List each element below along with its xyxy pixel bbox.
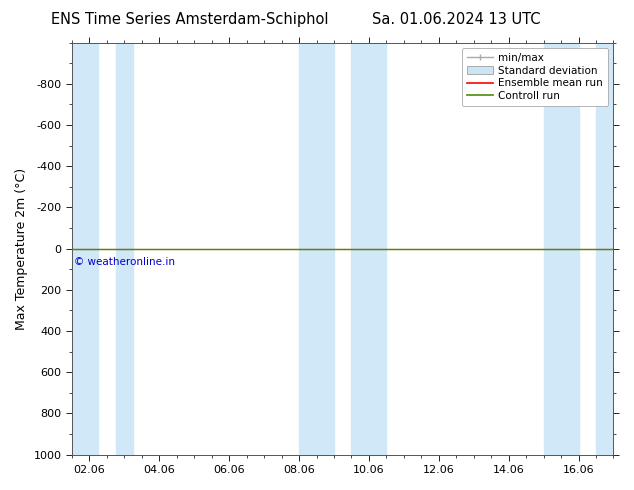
- Bar: [596, 43, 614, 455]
- Y-axis label: Max Temperature 2m (°C): Max Temperature 2m (°C): [15, 168, 28, 330]
- Text: Sa. 01.06.2024 13 UTC: Sa. 01.06.2024 13 UTC: [372, 12, 541, 27]
- Bar: [299, 43, 334, 455]
- Text: © weatheronline.in: © weatheronline.in: [74, 257, 175, 267]
- Bar: [115, 43, 133, 455]
- Bar: [543, 43, 578, 455]
- Text: ENS Time Series Amsterdam-Schiphol: ENS Time Series Amsterdam-Schiphol: [51, 12, 329, 27]
- Bar: [72, 43, 98, 455]
- Legend: min/max, Standard deviation, Ensemble mean run, Controll run: min/max, Standard deviation, Ensemble me…: [462, 48, 608, 106]
- Bar: [351, 43, 386, 455]
